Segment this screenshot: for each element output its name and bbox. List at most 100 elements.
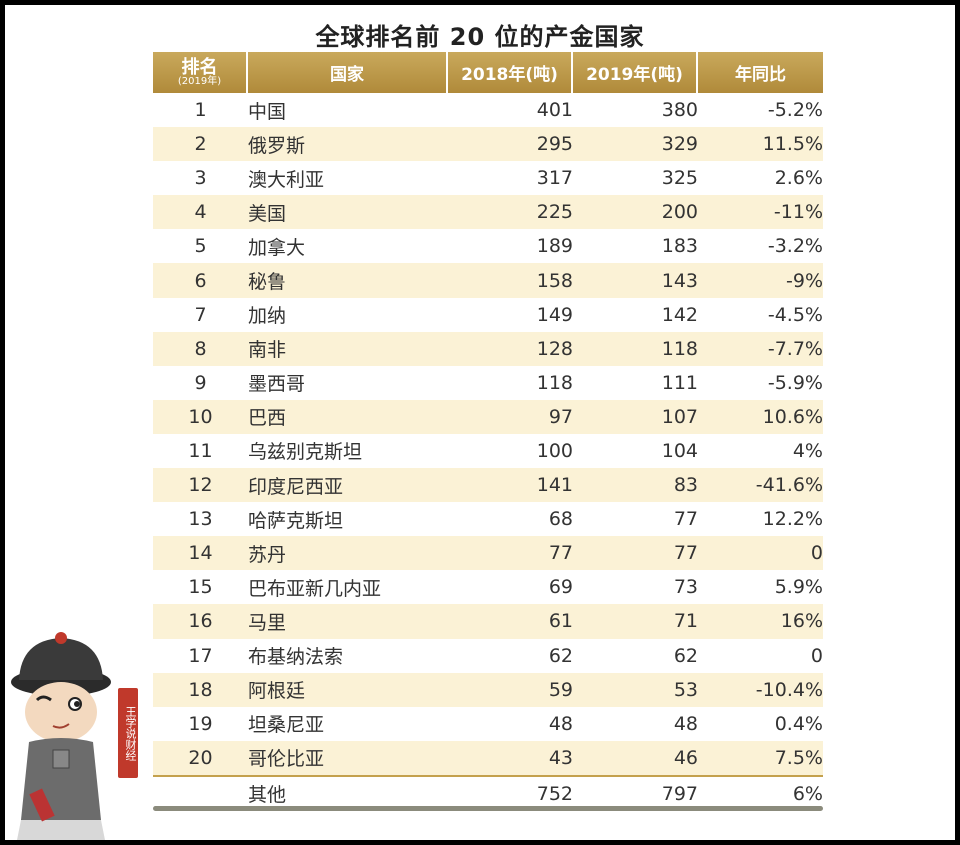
cell-2019: 325 [661, 167, 698, 190]
cell-2019: 71 [573, 604, 698, 639]
table-row: 2 俄罗斯 295 329 11.5% [153, 127, 823, 162]
gold-production-table: 排名 (2019年) 国家 2018年(吨) 2019年(吨) 年同比 1 中国 4… [153, 52, 823, 811]
table-row: 17 布基纳法索 62 62 0 [153, 639, 823, 673]
cell-yoy: 0.4% [774, 712, 823, 735]
cell-rank: 7 [194, 303, 207, 326]
cell-2018: 61 [448, 604, 573, 639]
cell-2019: 142 [661, 303, 698, 326]
table-row: 7 加纳 149 142 -4.5% [153, 298, 823, 332]
table-row: 16 马里 61 71 16% [153, 604, 823, 639]
cell-country: 美国 [248, 195, 448, 230]
cell-rank: 15 [188, 576, 213, 599]
cell-country: 南非 [248, 331, 448, 366]
cell-country: 中国 [248, 100, 287, 123]
cell-yoy: 16% [698, 604, 823, 639]
cell-rank: 16 [153, 604, 248, 639]
cell-yoy: 2.6% [774, 167, 823, 190]
cell-2019: 83 [573, 468, 698, 503]
cell-country: 苏丹 [248, 536, 448, 571]
cell-2018: 128 [448, 331, 573, 366]
cell-yoy: -3.2% [767, 235, 823, 258]
cell-rank: 12 [153, 468, 248, 503]
cell-2019: 46 [573, 740, 698, 775]
table-row: 4 美国 225 200 -11% [153, 195, 823, 230]
cell-yoy: 10.6% [698, 399, 823, 434]
cell-2019: 48 [673, 712, 698, 735]
cell-2018: 59 [448, 672, 573, 707]
cell-2018: 118 [536, 371, 573, 394]
cell-country: 加纳 [248, 305, 287, 328]
document-page: 全球排名前 20 位的产金国家 排名 (2019年) 国家 2018年(吨) 2… [5, 5, 955, 840]
table-row: 3 澳大利亚 317 325 2.6% [153, 161, 823, 195]
cell-yoy: -10.4% [698, 672, 823, 707]
cell-rank: 8 [153, 331, 248, 366]
cell-rank: 6 [153, 263, 248, 298]
cell-2018: 100 [536, 439, 573, 462]
cell-2018: 189 [536, 235, 573, 258]
cell-rank: 3 [194, 167, 207, 190]
cell-rank: 2 [153, 127, 248, 162]
cell-country: 印度尼西亚 [248, 468, 448, 503]
cell-yoy: 5.9% [774, 576, 823, 599]
cell-rank: 14 [153, 536, 248, 571]
cell-rank: 17 [188, 644, 213, 667]
cell-country: 哈萨克斯坦 [248, 509, 344, 532]
cell-2019: 797 [573, 774, 698, 811]
header-rank-label: 排名 [181, 56, 218, 78]
cell-2019: 380 [661, 99, 698, 122]
cell-yoy: -9% [698, 263, 823, 298]
cell-yoy: -7.7% [698, 331, 823, 366]
cell-2019: 329 [573, 127, 698, 162]
cell-rank: 9 [194, 371, 207, 394]
mascot-illustration [11, 632, 111, 840]
cell-country: 巴布亚新几内亚 [248, 577, 382, 600]
cell-2019: 62 [673, 644, 698, 667]
cell-country: 其他 [248, 774, 448, 811]
cell-rank: 4 [153, 195, 248, 230]
table-title: 全球排名前 20 位的产金国家 [315, 23, 645, 51]
cell-yoy: -41.6% [698, 468, 823, 503]
cell-country: 乌兹别克斯坦 [248, 441, 363, 464]
table-row: 9 墨西哥 118 111 -5.9% [153, 366, 823, 400]
cell-2018: 68 [548, 508, 573, 531]
table-row: 10 巴西 97 107 10.6% [153, 399, 823, 434]
table-row: 8 南非 128 118 -7.7% [153, 331, 823, 366]
cell-rank: 1 [194, 99, 207, 122]
cell-2019: 200 [573, 195, 698, 230]
cell-2018: 48 [548, 712, 573, 735]
cell-2018: 317 [536, 167, 573, 190]
seal-stamp: 王学说财经 [118, 688, 138, 778]
table-row: 20 哥伦比亚 43 46 7.5% [153, 740, 823, 775]
cell-2018: 158 [448, 263, 573, 298]
table-row: 13 哈萨克斯坦 68 77 12.2% [153, 502, 823, 536]
cell-country: 俄罗斯 [248, 127, 448, 162]
cell-2019: 118 [573, 331, 698, 366]
cell-yoy: 4% [792, 439, 823, 462]
cell-2018: 62 [548, 644, 573, 667]
cell-2019: 77 [673, 508, 698, 531]
header-rank-sub: (2019年) [177, 75, 222, 87]
cell-rank: 13 [188, 508, 213, 531]
cell-2018: 295 [448, 127, 573, 162]
cell-2018: 97 [448, 399, 573, 434]
cell-country: 马里 [248, 604, 448, 639]
cell-yoy: -4.5% [767, 303, 823, 326]
cell-rank [153, 774, 248, 811]
cell-2019: 143 [573, 263, 698, 298]
cell-2019: 183 [661, 235, 698, 258]
cell-country: 加拿大 [248, 236, 306, 259]
header-yoy: 年同比 [698, 52, 823, 93]
cell-yoy: -11% [698, 195, 823, 230]
table-row: 5 加拿大 189 183 -3.2% [153, 229, 823, 263]
table-row: 6 秘鲁 158 143 -9% [153, 263, 823, 298]
header-2019: 2019年(吨) [573, 52, 698, 93]
table-row: 11 乌兹别克斯坦 100 104 4% [153, 434, 823, 468]
cell-2018: 141 [448, 468, 573, 503]
cell-rank: 11 [188, 439, 213, 462]
header-rank: 排名 (2019年) [153, 52, 248, 93]
cell-2019: 53 [573, 672, 698, 707]
cell-country: 秘鲁 [248, 263, 448, 298]
table-body: 1 中国 401 380 -5.2% 2 俄罗斯 295 329 11.5% 3 澳大利亚 317 325… [153, 93, 823, 811]
cell-2018: 752 [448, 774, 573, 811]
cell-rank: 5 [194, 235, 207, 258]
